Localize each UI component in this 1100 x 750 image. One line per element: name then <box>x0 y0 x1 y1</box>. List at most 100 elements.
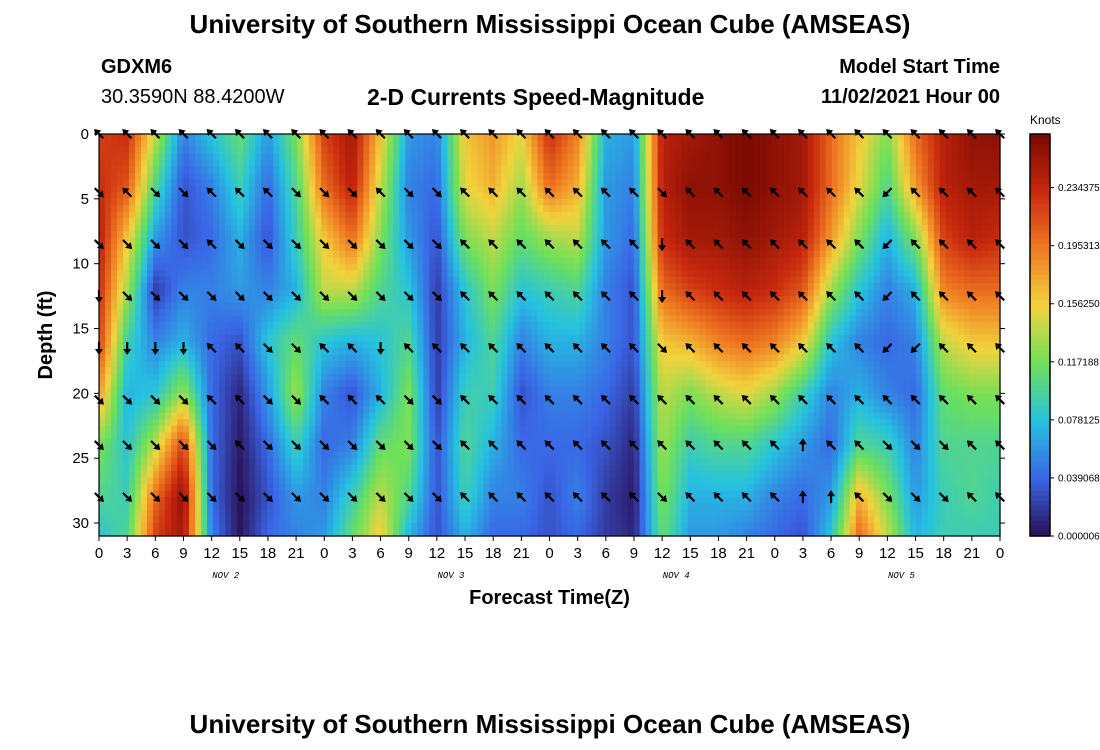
heatmap-cell <box>255 347 262 356</box>
heatmap-cell <box>189 153 196 161</box>
heatmap-cell <box>159 224 166 232</box>
heatmap-cell <box>309 276 316 284</box>
heatmap-cell <box>195 276 202 284</box>
heatmap-cell <box>255 406 262 414</box>
heatmap-cell <box>303 263 310 271</box>
heatmap-cell <box>375 419 382 427</box>
heatmap-cell <box>261 347 268 356</box>
heatmap-cell <box>405 153 412 161</box>
heatmap-cell <box>351 425 358 433</box>
heatmap-cell <box>561 250 569 258</box>
heatmap-cell <box>345 367 352 375</box>
heatmap-cell <box>255 276 262 284</box>
heatmap-cell <box>303 451 310 459</box>
heatmap-cell <box>231 380 238 388</box>
heatmap-cell <box>321 523 328 531</box>
heatmap-cell <box>525 244 533 252</box>
heatmap-cell <box>471 231 479 239</box>
heatmap-cell <box>183 451 190 459</box>
heatmap-cell <box>165 198 172 206</box>
heatmap-cell <box>501 445 509 453</box>
heatmap-cell <box>531 393 539 401</box>
heatmap-cell <box>405 218 412 226</box>
heatmap-cell <box>165 399 172 407</box>
heatmap-cell <box>327 484 334 492</box>
heatmap-cell <box>189 438 196 446</box>
heatmap-cell <box>363 367 370 375</box>
heatmap-cell <box>129 179 136 187</box>
heatmap-cell <box>267 354 274 362</box>
heatmap-cell <box>195 419 202 427</box>
heatmap-cell <box>555 451 563 459</box>
heatmap-cell <box>495 432 503 440</box>
heatmap-cell <box>171 237 178 245</box>
heatmap-cell <box>159 393 166 401</box>
heatmap-cell <box>351 257 358 265</box>
heatmap-cell <box>297 231 304 239</box>
heatmap-cell <box>549 224 557 232</box>
heatmap-cell <box>537 309 545 317</box>
heatmap-cell <box>321 263 328 271</box>
heatmap-cell <box>231 166 238 174</box>
heatmap-cell <box>489 497 497 505</box>
heatmap-cell <box>381 289 388 297</box>
heatmap-cell <box>267 153 274 161</box>
heatmap-cell <box>525 523 533 531</box>
heatmap-cell <box>219 419 226 427</box>
heatmap-cell <box>135 471 142 479</box>
heatmap-cell <box>561 192 569 200</box>
heatmap-cell <box>447 153 454 161</box>
heatmap-cell <box>123 419 130 427</box>
heatmap-cell <box>315 347 322 356</box>
heatmap-cell <box>243 250 250 258</box>
heatmap-cell <box>207 458 214 466</box>
heatmap-cell <box>555 354 563 362</box>
heatmap-cell <box>561 471 569 479</box>
heatmap-cell <box>531 432 539 440</box>
heatmap-cell <box>573 283 581 291</box>
heatmap-cell <box>255 484 262 492</box>
heatmap-cell <box>189 237 196 245</box>
heatmap-cell <box>357 172 364 180</box>
heatmap-cell <box>183 231 190 239</box>
heatmap-cell <box>297 218 304 226</box>
heatmap-cell <box>459 419 467 427</box>
heatmap-cell <box>549 289 557 297</box>
heatmap-cell <box>261 412 268 420</box>
heatmap-cell <box>369 263 376 271</box>
heatmap-cell <box>159 198 166 206</box>
heatmap-cell <box>399 159 406 168</box>
heatmap-cell <box>213 497 220 505</box>
heatmap-cell <box>441 179 448 187</box>
heatmap-cell <box>393 224 400 232</box>
heatmap-cell <box>153 315 160 323</box>
heatmap-cell <box>201 373 208 381</box>
heatmap-cell <box>339 438 346 446</box>
heatmap-cell <box>255 464 262 472</box>
heatmap-cell <box>423 146 430 155</box>
heatmap-cell <box>117 516 124 524</box>
heatmap-cell <box>363 315 370 323</box>
heatmap-cell <box>381 432 388 440</box>
heatmap-cell <box>561 425 569 433</box>
heatmap-cell <box>417 302 424 310</box>
heatmap-cell <box>195 471 202 479</box>
heatmap-cell <box>465 419 473 427</box>
heatmap-cell <box>549 516 557 524</box>
heatmap-cell <box>291 477 298 485</box>
heatmap-cell <box>147 192 154 200</box>
heatmap-cell <box>327 438 334 446</box>
heatmap-cell <box>501 523 509 531</box>
heatmap-cell <box>573 386 581 394</box>
heatmap-cell <box>267 276 274 284</box>
heatmap-cell <box>537 347 545 356</box>
heatmap-cell <box>447 419 454 427</box>
heatmap-cell <box>435 205 442 213</box>
heatmap-cell <box>159 438 166 446</box>
heatmap-cell <box>225 484 232 492</box>
heatmap-cell <box>471 471 479 479</box>
heatmap-cell <box>387 393 394 401</box>
heatmap-cell <box>519 250 527 258</box>
heatmap-cell <box>429 406 436 414</box>
heatmap-cell <box>219 263 226 271</box>
